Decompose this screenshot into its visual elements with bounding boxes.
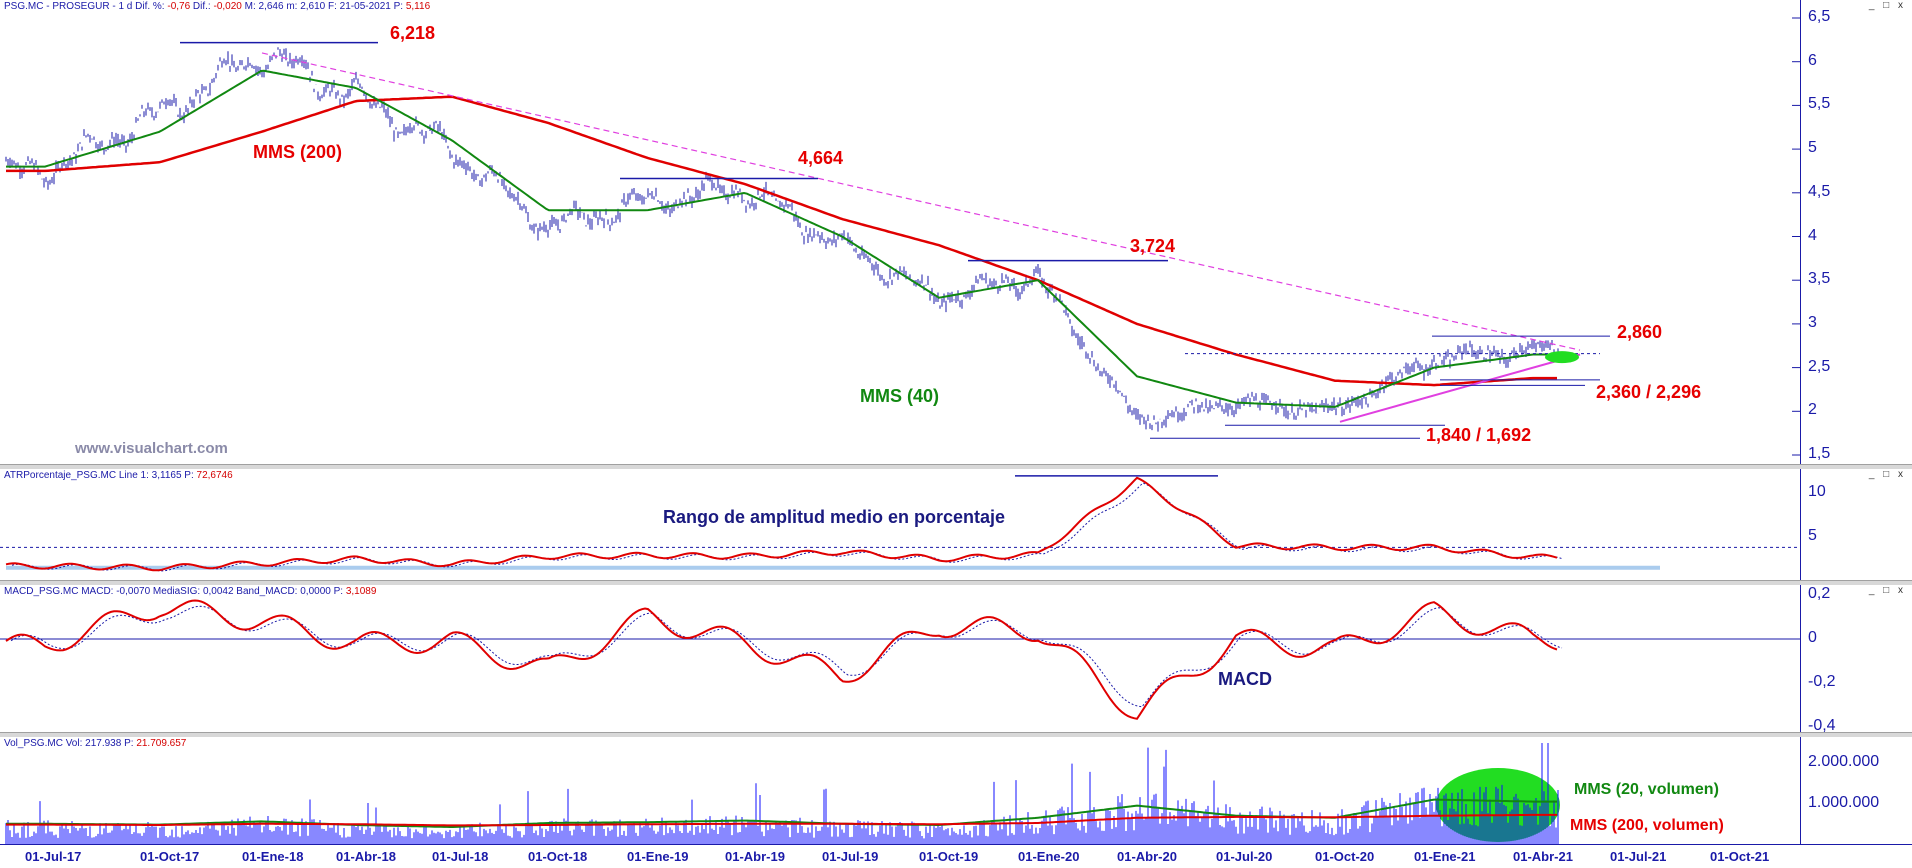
x-tick-label: 01-Oct-19 [919, 849, 979, 864]
x-tick-label: 01-Oct-20 [1315, 849, 1375, 864]
macd-signal-line [10, 605, 1563, 708]
price-window-controls[interactable]: _ □ x [1868, 0, 1906, 11]
level-3724: 3,724 [1130, 236, 1176, 256]
atr-label: Rango de amplitud medio en porcentaje [663, 507, 1006, 527]
x-tick-label: 01-Jul-17 [25, 849, 82, 864]
volume-tick-label: 1.000.000 [1808, 793, 1880, 811]
volume-panel: Vol_PSG.MC Vol: 217.938 P: 21.709.657 2.… [0, 737, 1912, 844]
price-plot [5, 17, 1800, 456]
price-tick-label: 6 [1808, 51, 1817, 69]
x-tick-label: 01-Abr-20 [1117, 849, 1177, 864]
volume-panel-title: Vol_PSG.MC Vol: 217.938 P: 21.709.657 [4, 738, 187, 749]
macd-tick-label: -0,2 [1808, 673, 1836, 690]
price-tick-label: 5,5 [1808, 95, 1831, 113]
atr-panel: ATRPorcentaje_PSG.MC Line 1: 3,1165 P: 7… [0, 469, 1912, 581]
macd-plot [0, 599, 1800, 720]
mms40-line [6, 69, 1557, 408]
x-tick-label: 01-Oct-21 [1710, 849, 1770, 864]
macd-tick-label: 0 [1808, 629, 1817, 646]
x-tick-label: 01-Oct-17 [140, 849, 200, 864]
x-axis: 01-Jul-17 01-Oct-17 01-Ene-18 01-Abr-18 01-J… [0, 844, 1912, 868]
volume-mms200-label: MMS (200, volumen) [1570, 817, 1724, 834]
price-tick-label: 5 [1808, 139, 1817, 157]
price-panel: PSG.MC - PROSEGUR - 1 d Dif. %: -0,76 Di… [4, 0, 1912, 467]
price-tick-label: 1,5 [1808, 445, 1831, 462]
x-tick-label: 01-Ene-18 [242, 849, 304, 864]
x-tick-label: 01-Abr-18 [336, 849, 396, 864]
annotation-mms40: MMS (40) [860, 386, 940, 406]
atr-axis [1800, 469, 1912, 581]
macd-panel-title: MACD_PSG.MC MACD: -0,0070 MediaSIG: 0,00… [4, 586, 377, 597]
x-tick-label: 01-Ene-20 [1018, 849, 1080, 864]
price-tick-label: 4 [1808, 226, 1817, 244]
x-tick-label: 01-Ene-21 [1414, 849, 1476, 864]
volume-plot [5, 743, 1560, 844]
x-tick-label: 01-Jul-21 [1610, 849, 1667, 864]
price-tick-label: 2,5 [1808, 357, 1831, 375]
x-tick-label: 01-Oct-18 [528, 849, 588, 864]
price-tick-label: 6,5 [1808, 8, 1831, 25]
x-tick-label: 01-Jul-20 [1216, 849, 1273, 864]
x-tick-label: 01-Ene-19 [627, 849, 689, 864]
atr-tick-label: 5 [1808, 526, 1817, 544]
price-tick-label: 3,5 [1808, 270, 1831, 288]
price-tick-label: 2 [1808, 401, 1817, 419]
x-tick-label: 01-Abr-19 [725, 849, 785, 864]
macd-line [5, 599, 1558, 720]
volume-axis [1800, 737, 1912, 844]
macd-tick-label: 0,2 [1808, 585, 1831, 602]
level-1840-1692: 1,840 / 1,692 [1426, 425, 1532, 445]
uptrend-line [1339, 353, 1581, 423]
volume-tick-label: 2.000.000 [1808, 753, 1880, 771]
highlight-ellipse [1545, 351, 1579, 364]
level-6218: 6,218 [390, 23, 436, 43]
watermark: www.visualchart.com [75, 440, 228, 457]
macd-window-controls[interactable]: _ □ x [1868, 585, 1906, 596]
price-panel-title: PSG.MC - PROSEGUR - 1 d Dif. %: -0,76 Di… [4, 1, 431, 12]
volume-mms200-line [6, 813, 1557, 827]
atr-panel-title: ATRPorcentaje_PSG.MC Line 1: 3,1165 P: 7… [4, 470, 233, 481]
atr-window-controls[interactable]: _ □ x [1868, 469, 1906, 480]
level-2860: 2,860 [1617, 322, 1663, 342]
level-2360-2296: 2,360 / 2,296 [1596, 382, 1702, 402]
macd-label: MACD [1218, 669, 1272, 689]
price-bars [5, 47, 1559, 432]
x-tick-label: 01-Abr-21 [1513, 849, 1573, 864]
mms200-line [6, 95, 1557, 387]
macd-axis [1800, 585, 1912, 733]
x-tick-label: 01-Jul-19 [822, 849, 879, 864]
volume-mms20-label: MMS (20, volumen) [1574, 781, 1719, 798]
atr-plot [0, 475, 1800, 572]
macd-tick-label: -0,4 [1808, 717, 1836, 734]
price-axis [1800, 0, 1912, 467]
level-4664: 4,664 [798, 148, 844, 168]
atr-line [5, 476, 1558, 572]
downtrend-line [261, 52, 1581, 351]
atr-tick-label: 10 [1808, 482, 1826, 500]
x-tick-label: 01-Jul-18 [432, 849, 489, 864]
price-tick-label: 3 [1808, 313, 1817, 331]
volume-bars [5, 743, 1559, 844]
macd-panel: MACD_PSG.MC MACD: -0,0070 MediaSIG: 0,00… [0, 585, 1912, 734]
price-tick-label: 4,5 [1808, 182, 1831, 200]
annotation-mms200: MMS (200) [253, 142, 343, 162]
